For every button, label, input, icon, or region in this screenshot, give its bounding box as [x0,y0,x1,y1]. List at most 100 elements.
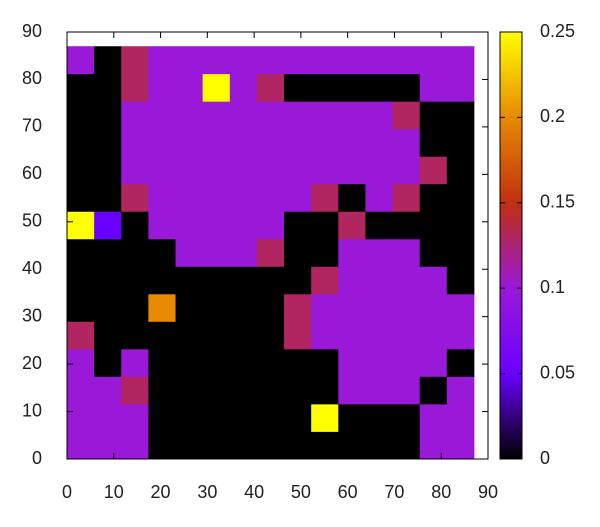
x-tick-label: 80 [431,482,451,502]
heat-cell [419,403,448,432]
heat-cell [94,376,122,405]
heat-cell [202,266,231,295]
heat-cell [338,238,366,267]
heat-cell [148,293,176,322]
heat-cell [175,431,204,460]
heat-cell [67,46,95,75]
heat-cell [338,211,366,240]
heat-cell [67,403,95,432]
heat-cell [202,376,231,405]
heat-cell [446,321,475,350]
x-tick-label: 70 [384,482,404,502]
y-tick-label: 20 [22,353,42,373]
heat-cell [148,238,176,267]
heat-cell [365,73,393,102]
heat-cell [175,293,204,322]
heat-cell [67,266,95,295]
heat-cell [67,321,95,350]
heat-cell [284,431,312,460]
heat-cell [284,46,312,75]
heat-cell [256,238,285,267]
heat-cell [446,431,475,460]
heat-cell [365,183,393,212]
heat-cell [284,238,312,267]
heat-cell [446,211,475,240]
heat-cell [392,266,421,295]
heat-cell [338,348,366,377]
heat-cell [148,431,176,460]
colorbar-tick-label: 0.05 [540,362,575,382]
heat-cell [365,431,393,460]
heat-cell [365,156,393,185]
heat-cell [256,101,285,130]
y-tick-label: 30 [22,305,42,325]
heat-cell [121,101,149,130]
colorbar-tick-label: 0.25 [540,21,575,41]
heat-cell [256,73,285,102]
heat-cell [67,238,95,267]
heat-cell [338,403,366,432]
heat-cell [284,156,312,185]
heat-cell [284,266,312,295]
heat-cell [311,266,339,295]
heat-cell [365,321,393,350]
heat-cell [229,403,258,432]
heat-cell [148,156,176,185]
heat-cell [284,293,312,322]
y-tick-label: 10 [22,400,42,420]
heat-cell [229,321,258,350]
heat-cell [338,156,366,185]
heat-cell [229,101,258,130]
heat-cell [121,128,149,157]
heat-cell [256,211,285,240]
heat-cell [202,46,231,75]
heat-cell [392,128,421,157]
heat-cell [175,156,204,185]
heat-cell [256,321,285,350]
colorbar-tick-label: 0.15 [540,192,575,212]
y-tick-label: 90 [22,21,42,41]
heat-cell [148,266,176,295]
heat-cell [94,211,122,240]
heat-cell [338,46,366,75]
heat-cell [229,266,258,295]
heat-cell [311,376,339,405]
heat-cell [446,128,475,157]
heat-cell [392,238,421,267]
heat-cell [94,293,122,322]
heat-cell [202,128,231,157]
heat-cell [148,211,176,240]
y-tick-label: 60 [22,163,42,183]
heat-cell [311,238,339,267]
heat-cell [419,321,448,350]
heat-cell [256,348,285,377]
heat-cell [311,183,339,212]
heat-cell [392,73,421,102]
x-tick-label: 0 [62,482,72,502]
heat-cell [175,403,204,432]
heat-cell [229,128,258,157]
heat-cell [175,266,204,295]
heat-cell [229,211,258,240]
heat-cell [94,321,122,350]
heat-cell [365,376,393,405]
heat-cell [121,321,149,350]
heat-cell [94,73,122,102]
heat-cell [121,211,149,240]
x-tick-label: 40 [244,482,264,502]
heat-cell [175,211,204,240]
heat-cell [175,376,204,405]
heat-cell [148,321,176,350]
heat-cell [121,238,149,267]
heat-cell [148,348,176,377]
heat-cell [94,46,122,75]
heat-cell [229,238,258,267]
heat-cell [338,128,366,157]
heat-cell [202,431,231,460]
heat-cell [419,293,448,322]
heat-cell [121,183,149,212]
x-tick-label: 60 [338,482,358,502]
heat-cell [175,321,204,350]
heat-cell [338,101,366,130]
